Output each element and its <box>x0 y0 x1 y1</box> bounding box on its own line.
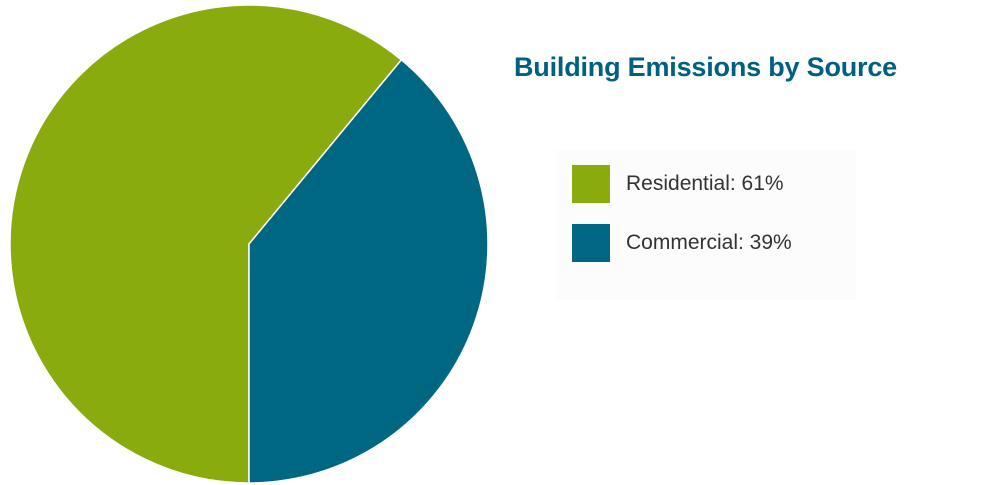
pie-slice-commercial <box>248 58 489 484</box>
legend-swatch-residential <box>572 165 610 203</box>
legend: Residential: 61% Commercial: 39% <box>556 150 856 300</box>
pie-svg <box>9 4 489 484</box>
pie-chart <box>9 4 489 484</box>
legend-label-residential: Residential: 61% <box>626 172 784 195</box>
chart-title: Building Emissions by Source <box>514 52 897 82</box>
legend-label-commercial: Commercial: 39% <box>626 231 792 254</box>
pie-slice-residential <box>9 4 403 484</box>
legend-item-residential: Residential: 61% <box>572 165 784 203</box>
legend-item-commercial: Commercial: 39% <box>572 224 792 262</box>
legend-swatch-commercial <box>572 224 610 262</box>
